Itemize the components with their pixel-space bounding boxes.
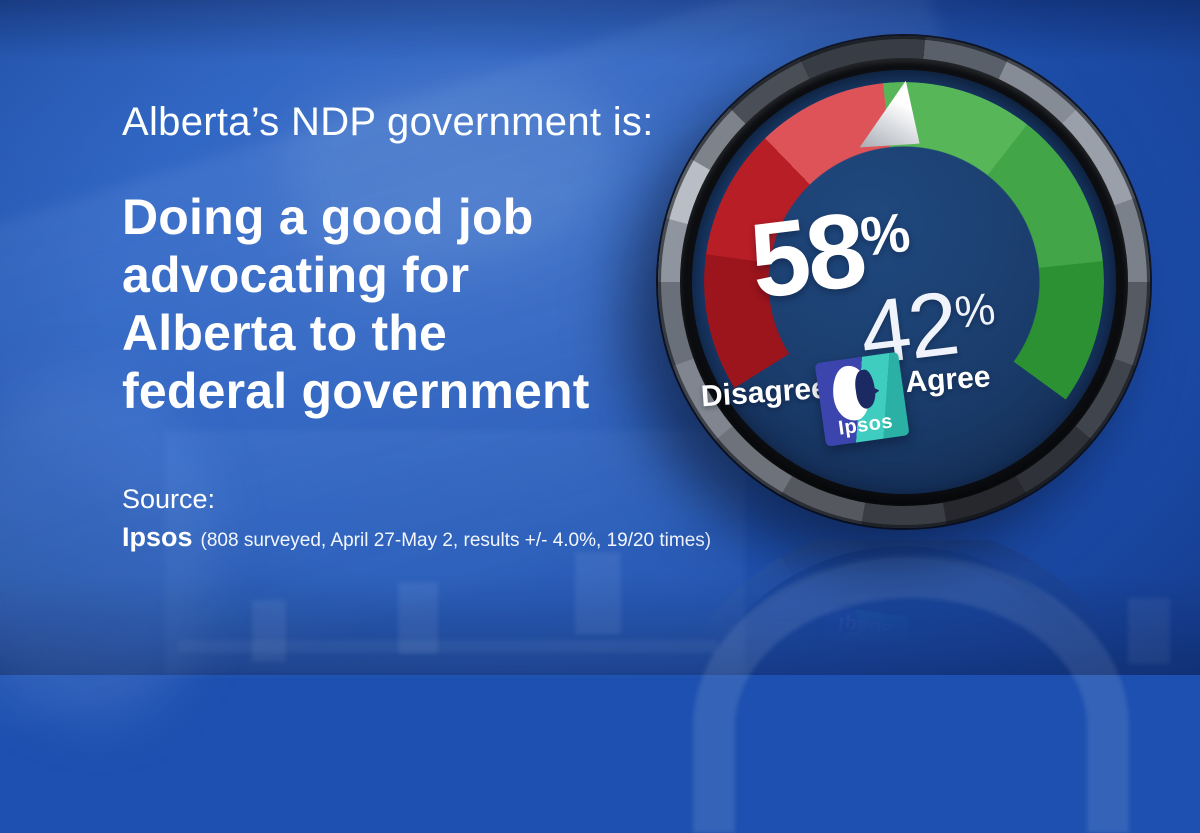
- statement-line: Alberta to the: [122, 305, 448, 361]
- gauge-labels: Disagree Ipsos Agree: [658, 540, 1150, 675]
- background-building-facade: [165, 430, 745, 675]
- statement-line: Doing a good job: [122, 189, 534, 245]
- background-tree-silhouette: [0, 375, 215, 725]
- ipsos-logo-text: Ipsos: [837, 410, 895, 440]
- background-building-cornice: [178, 640, 718, 653]
- gauge-reflection-copy: 58% 42% Disagree Ipsos Agree: [658, 540, 1150, 675]
- poll-statement: Doing a good job advocating for Alberta …: [122, 188, 590, 420]
- background-building-window: [575, 552, 621, 634]
- headline: Alberta’s NDP government is:: [122, 100, 654, 144]
- background-building-window: [398, 582, 438, 654]
- background-building-window: [1128, 598, 1170, 664]
- background-building-window: [252, 600, 286, 662]
- gauge-labels: Disagree Ipsos Agree: [641, 19, 1166, 544]
- statement-line: federal government: [122, 363, 590, 419]
- source-block: Source: Ipsos (808 surveyed, April 27-May…: [122, 484, 711, 553]
- source-line: Ipsos (808 surveyed, April 27-May 2, resu…: [122, 522, 711, 553]
- gauge: 58% 42% Disagree Ipsos Agree: [658, 36, 1150, 528]
- source-details: (808 surveyed, April 27-May 2, results +…: [200, 530, 712, 551]
- source-organization: Ipsos: [122, 522, 193, 552]
- statement-line: advocating for: [122, 247, 470, 303]
- agree-label: Agree: [904, 652, 992, 675]
- source-label: Source:: [122, 484, 216, 514]
- gauge-reflection: 58% 42% Disagree Ipsos Agree: [658, 540, 1150, 675]
